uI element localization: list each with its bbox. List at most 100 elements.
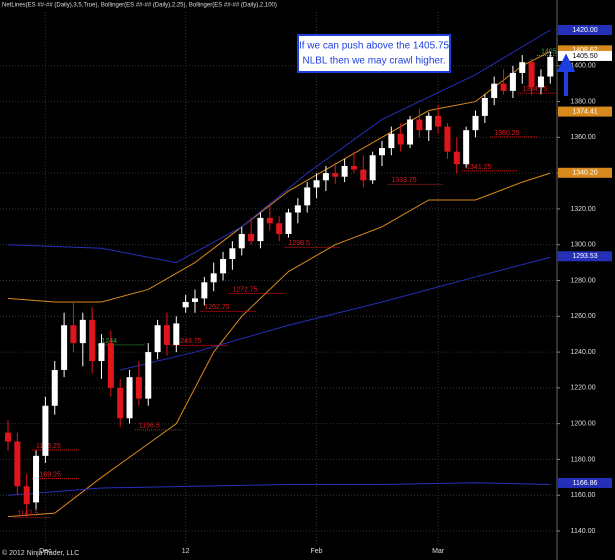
chart-title: NetLines(ES ##-## (Daily),3,5,True), Bol… — [2, 3, 277, 9]
candle-body — [463, 130, 470, 165]
candle-body — [135, 377, 142, 399]
level-label: 1185.25 — [36, 443, 61, 450]
candle-body — [89, 319, 96, 362]
price-marker — [558, 477, 612, 488]
price-marker — [558, 251, 612, 262]
annotation-line: If we can push above the 1405.75 — [299, 41, 450, 52]
price-marker-label: 1405.50 — [572, 53, 597, 60]
level-label: 1243.75 — [176, 338, 201, 345]
level-label: 1298.5 — [289, 240, 311, 247]
y-tick-label: 1280.00 — [570, 277, 595, 284]
x-tick-label: 12 — [182, 548, 190, 555]
y-tick-label: 1200.00 — [570, 420, 595, 427]
candle-body — [201, 282, 208, 299]
band-line — [7, 482, 551, 496]
level-label: 1333.75 — [391, 177, 416, 184]
price-marker — [558, 50, 612, 61]
candle-body — [435, 115, 442, 127]
y-tick-label: 1140.00 — [571, 528, 596, 535]
price-marker-label: 1340.20 — [572, 170, 597, 177]
candle-body — [322, 173, 329, 181]
band-line — [7, 29, 551, 264]
level-label: 1360.25 — [494, 130, 519, 137]
x-tick-label: Dec — [39, 548, 52, 555]
candle-body — [117, 387, 124, 419]
candle-body — [472, 115, 479, 131]
candle-body — [453, 151, 460, 165]
candle-body — [397, 133, 404, 145]
level-label: 1341.25 — [466, 164, 491, 171]
band-line — [7, 51, 551, 303]
candle-body — [547, 56, 554, 77]
candle-body — [163, 325, 170, 345]
price-marker-label: 1408.62 — [572, 47, 597, 54]
y-tick-label: 1240.00 — [570, 349, 595, 356]
y-tick-label: 1320.00 — [570, 206, 595, 213]
y-tick-label: 1400.00 — [570, 63, 595, 70]
candle-body — [5, 432, 11, 442]
level-label: 1147.5 — [17, 510, 38, 517]
level-label: 1196.5 — [139, 423, 160, 430]
candle-body — [528, 62, 535, 88]
candle-body — [229, 248, 236, 260]
candle-body — [61, 325, 68, 370]
candle-body — [182, 301, 189, 308]
level-label: 1384.75 — [522, 86, 547, 93]
y-tick-label: 1300.00 — [570, 242, 595, 249]
candle-body — [332, 173, 339, 177]
candle-body — [444, 126, 451, 152]
y-tick-label: 1220.00 — [570, 385, 595, 392]
y-tick-label: 1360.00 — [570, 134, 595, 141]
candle-body — [407, 119, 414, 145]
level-label: 1405.75 — [541, 48, 566, 55]
candle-body — [145, 352, 152, 399]
candle-body — [481, 97, 488, 116]
annotation-box — [297, 34, 451, 73]
candle-body — [304, 187, 311, 206]
candle-body — [192, 298, 198, 302]
x-tick-label: Mar — [432, 548, 445, 555]
candle-body — [126, 377, 133, 419]
candle-body — [248, 233, 255, 242]
y-tick-label: 1180.00 — [571, 456, 596, 463]
x-tick-label: Feb — [311, 548, 323, 555]
candle-body — [266, 217, 273, 224]
level-label: 1272.75 — [232, 286, 257, 293]
price-marker-label: 1166.86 — [573, 480, 598, 487]
arrow — [556, 53, 576, 96]
candle-body — [51, 369, 58, 406]
candle-body — [379, 148, 385, 156]
candle-body — [519, 62, 526, 73]
y-tick-label: 1260.00 — [570, 313, 595, 320]
y-tick-label: 1160.00 — [571, 492, 596, 499]
candle-body — [276, 223, 283, 234]
candle-body — [509, 72, 516, 91]
candle-body — [173, 323, 180, 345]
candle-body — [107, 343, 114, 388]
price-marker — [558, 167, 612, 178]
candle-body — [220, 259, 227, 274]
level-label: 1169.25 — [36, 472, 61, 479]
candle-body — [33, 455, 40, 503]
copyright: © 2012 NinjaTrader, LLC — [2, 549, 79, 557]
candle-body — [416, 119, 423, 131]
candle-body — [341, 165, 348, 177]
candle-body — [285, 212, 292, 234]
candle-body — [360, 169, 367, 181]
candle-body — [154, 325, 161, 353]
annotation: If we can push above the 1405.75 NLBL th… — [297, 34, 451, 73]
candle-body — [210, 273, 217, 283]
candle-body — [238, 233, 245, 249]
candle-body — [42, 405, 49, 456]
band-line — [120, 256, 551, 371]
candle-body — [369, 155, 376, 181]
candle-body — [98, 343, 105, 362]
y-tick-label: 1380.00 — [570, 98, 595, 105]
candle-body — [500, 83, 507, 91]
candle-body — [313, 180, 320, 188]
candle-body — [537, 76, 544, 88]
price-marker-label: 1420.00 — [572, 27, 597, 34]
price-marker-label: 1374.41 — [572, 108, 597, 115]
candle-body — [79, 319, 86, 344]
